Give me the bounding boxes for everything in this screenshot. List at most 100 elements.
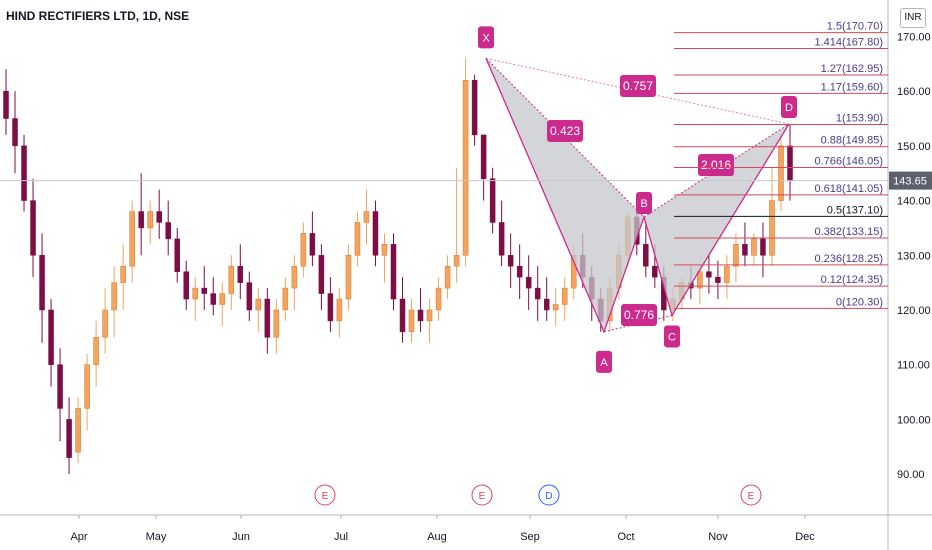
x-tick-label: Aug — [427, 531, 447, 543]
candle-body — [138, 211, 144, 229]
candle-body — [291, 265, 298, 289]
candle-body — [462, 79, 469, 256]
x-tick-label: Sep — [520, 531, 540, 543]
candle-body — [21, 145, 27, 201]
candle-body — [111, 282, 117, 311]
candle-body — [697, 271, 703, 289]
pattern-retrace-line — [643, 123, 790, 218]
x-tick-label: Jul — [334, 531, 348, 543]
candle-body — [471, 79, 478, 136]
candle-body — [480, 134, 487, 179]
candle-body — [282, 287, 289, 311]
candle-body — [760, 238, 766, 256]
candle-body — [336, 298, 343, 322]
fib-level-label: 1.27(162.95) — [821, 63, 883, 75]
event-marker — [471, 484, 493, 506]
candle-body — [210, 293, 217, 305]
event-label: D — [545, 491, 552, 502]
y-tick-label: 110.00 — [897, 360, 930, 372]
candle-body — [84, 364, 90, 409]
ratio-box — [698, 154, 734, 176]
candle-body — [237, 265, 244, 283]
candle-body — [255, 298, 262, 311]
candle-body — [318, 255, 325, 294]
candle-body — [706, 271, 712, 278]
y-tick-label: 90.00 — [897, 469, 925, 481]
candle-body — [345, 255, 352, 300]
candle-body — [354, 222, 361, 256]
candle-body — [201, 287, 208, 294]
candle-body — [12, 118, 18, 147]
candle-body — [372, 211, 379, 256]
candle-body — [66, 419, 72, 458]
pattern-point-label: X — [482, 32, 490, 44]
candle-body — [174, 238, 180, 272]
candle-body — [516, 265, 523, 278]
candle-body — [787, 145, 793, 181]
candle-body — [381, 244, 388, 256]
pattern-point-label: D — [785, 102, 793, 114]
fib-level-label: 0.236(128.25) — [815, 253, 884, 265]
candle-body — [39, 255, 45, 311]
last-price-tag — [889, 171, 932, 190]
ratio-label: 0.423 — [550, 124, 580, 138]
event-marker — [538, 484, 560, 506]
pattern-point-marker — [664, 325, 680, 348]
candle-body — [75, 408, 81, 453]
currency-button[interactable]: INR — [900, 8, 926, 28]
candle-body — [219, 293, 226, 305]
candle-body — [120, 265, 126, 283]
candle-body — [733, 244, 739, 267]
x-tick-label: Jun — [232, 531, 250, 543]
fib-level-label: 0.382(133.15) — [815, 226, 884, 238]
candle-body — [408, 309, 415, 333]
pattern-point-marker — [636, 191, 652, 214]
event-marker — [314, 484, 336, 506]
x-tick-label: Oct — [617, 531, 634, 543]
y-tick-label: 170.00 — [897, 31, 931, 43]
pattern-point-label: B — [640, 198, 647, 210]
fib-level-label: 0.5(137.10) — [827, 204, 883, 216]
candle-body — [3, 90, 9, 119]
candle-body — [246, 282, 253, 311]
candle-body — [48, 309, 54, 365]
x-tick-label: Dec — [795, 531, 815, 543]
candle-body — [57, 364, 63, 409]
fib-level-label: 1.5(170.70) — [827, 21, 883, 33]
fib-level-label: 1.414(167.80) — [815, 37, 884, 49]
pattern-point-label: A — [600, 357, 608, 369]
y-tick-label: 160.00 — [897, 86, 931, 98]
candle-body — [93, 337, 99, 365]
y-tick-label: 130.00 — [897, 250, 931, 262]
candle-body — [778, 145, 784, 201]
y-tick-label: 120.00 — [897, 305, 931, 317]
y-tick-label: 140.00 — [897, 196, 931, 208]
event-label: E — [322, 491, 329, 502]
pattern-point-marker — [478, 26, 494, 49]
candle-body — [444, 265, 451, 289]
fib-level-label: 1(153.90) — [836, 113, 883, 125]
candle-body — [643, 244, 649, 267]
candle-body — [543, 298, 550, 311]
candle-body — [426, 309, 433, 322]
candle-body — [498, 222, 505, 256]
ratio-box — [621, 304, 657, 326]
candle-body — [390, 244, 397, 300]
candle-body — [435, 287, 442, 311]
symbol-title: HIND RECTIFIERS LTD, 1D, NSE — [6, 9, 190, 23]
pattern-fill-xab — [486, 58, 644, 332]
event-label: E — [748, 491, 755, 502]
candle-body — [309, 233, 316, 256]
ratio-box — [547, 120, 583, 142]
candle-body — [363, 211, 370, 223]
pattern-fill-bcd — [644, 123, 789, 316]
fib-level-label: 0.12(124.35) — [821, 274, 883, 286]
candle-body — [552, 304, 559, 311]
candle-body — [724, 265, 730, 283]
candle-body — [327, 293, 334, 322]
candle-body — [561, 287, 568, 305]
candle-body — [273, 309, 280, 338]
candle-body — [769, 200, 775, 256]
fib-level-label: 0.618(141.05) — [815, 183, 884, 195]
